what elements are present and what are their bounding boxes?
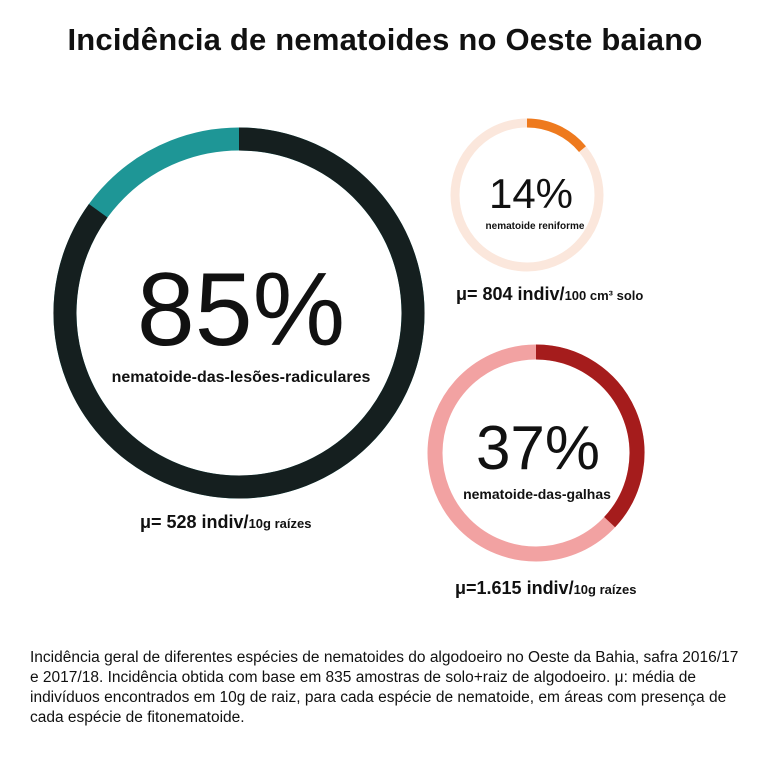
donut-galhas-value: 37% [476, 414, 600, 483]
mean-galhas-value: μ=1.615 indiv/ [455, 578, 574, 598]
mean-lesoes-value: μ= 528 indiv/ [140, 512, 249, 532]
mean-lesoes: μ= 528 indiv/10g raízes [140, 512, 311, 533]
mean-reniforme-value: μ= 804 indiv/ [456, 284, 565, 304]
donut-reniforme-value: 14% [489, 170, 573, 217]
donut-lesoes-arc [53, 127, 425, 499]
donut-lesoes-radiculares: 85% nematoide-das-lesões-radiculares [53, 127, 425, 499]
figure-caption: Incidência geral de diferentes espécies … [30, 649, 739, 726]
donut-reniforme-arc [526, 118, 586, 153]
donut-reniforme: 14% nematoide reniforme [450, 118, 604, 272]
mean-galhas-unit: 10g raízes [573, 582, 637, 597]
chart-title: Incidência de nematoides no Oeste baiano [67, 22, 703, 57]
mean-reniforme-unit: 100 cm³ solo [564, 288, 644, 303]
donut-galhas-arc [535, 344, 645, 528]
donut-lesoes-value: 85% [137, 252, 345, 368]
donut-galhas: 37% nematoide-das-galhas [427, 344, 645, 562]
donut-reniforme-label: nematoide reniforme [486, 221, 585, 232]
donut-galhas-label: nematoide-das-galhas [463, 486, 611, 502]
mean-galhas: μ=1.615 indiv/10g raízes [455, 578, 636, 599]
mean-reniforme: μ= 804 indiv/100 cm³ solo [456, 284, 643, 305]
mean-lesoes-unit: 10g raízes [248, 516, 312, 531]
donut-lesoes-label: nematoide-das-lesões-radiculares [112, 369, 371, 386]
